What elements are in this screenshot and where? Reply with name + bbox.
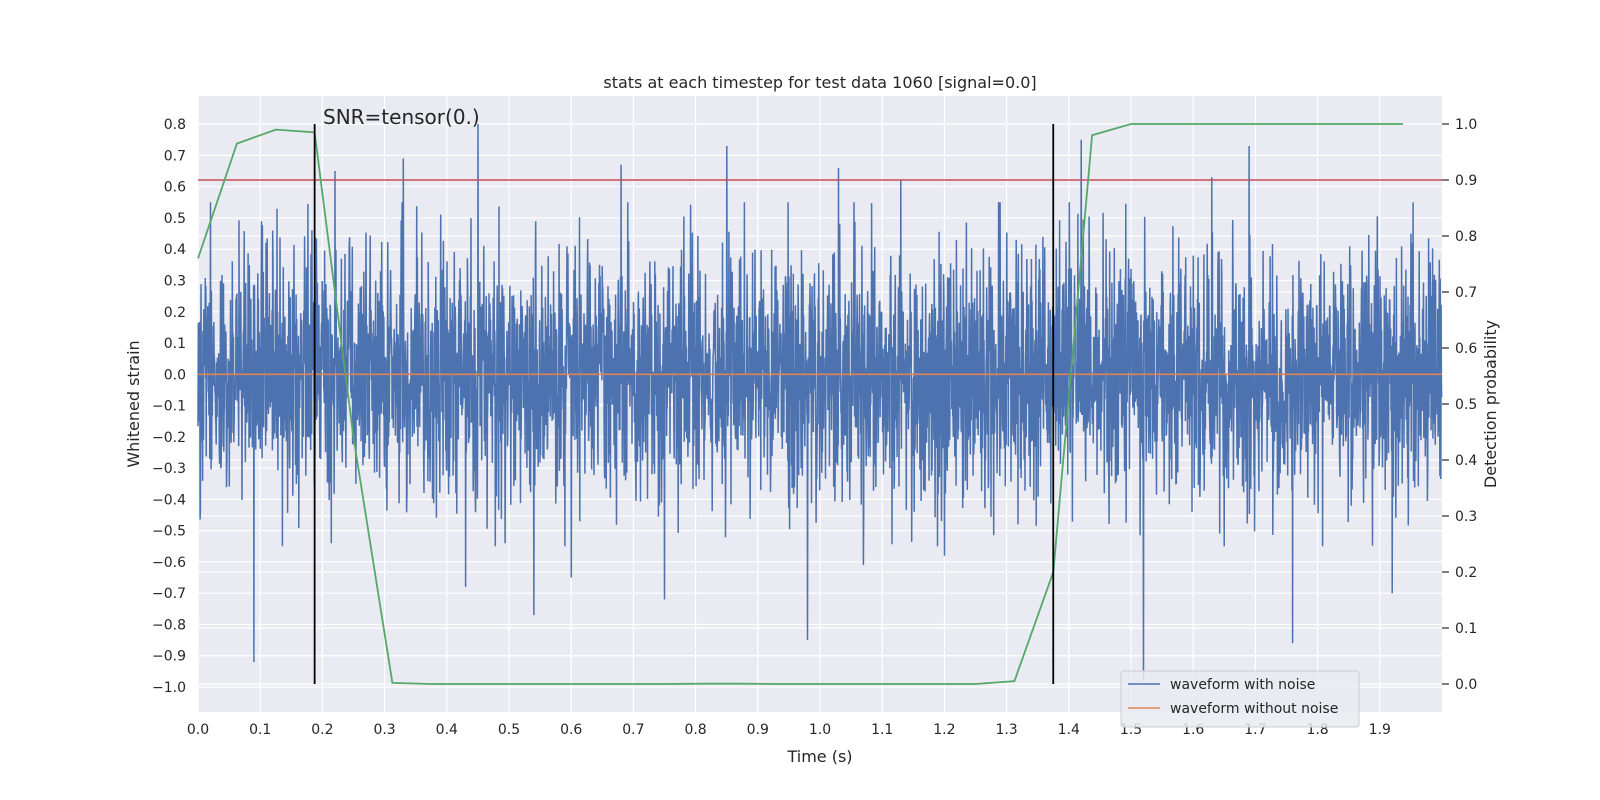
x-tick-label: 1.0 (809, 722, 831, 738)
y-tick-label: 0.5 (164, 211, 186, 227)
y2-tick-label: 0.5 (1455, 397, 1477, 413)
y2-tick-label: 0.3 (1455, 509, 1477, 525)
overlay-layer (197, 123, 1442, 685)
legend: waveform with noise waveform without noi… (1120, 670, 1360, 728)
y-tick-label: −0.6 (152, 555, 186, 571)
x-axis-title: Time (s) (786, 747, 852, 766)
y-tick-label: −0.5 (152, 524, 186, 540)
y-tick-label: 0.8 (164, 117, 186, 133)
x-tick-label: 0.8 (684, 722, 706, 738)
series-detection-probability (197, 123, 1404, 685)
x-tick-label: 1.4 (1058, 722, 1080, 738)
x-tick-label: 0.6 (560, 722, 582, 738)
y2-tick-label: 0.4 (1455, 453, 1477, 469)
y-axis-left: 0.8 0.7 0.6 0.5 0.4 0.3 0.2 0.1 0.0 −0.1 −0.2 −0.3 −… (152, 117, 186, 696)
x-tick-label: 0.1 (249, 722, 271, 738)
y-tick-label: −1.0 (152, 680, 186, 696)
y-tick-label: −0.4 (152, 492, 186, 508)
x-tick-label: 1.3 (995, 722, 1017, 738)
y2-tick-label: 1.0 (1455, 117, 1477, 133)
x-axis: 0.0 0.1 0.2 0.3 0.4 0.5 0.6 0.7 0.8 0.9 1.0 1.1 1.2 1… (187, 722, 1391, 738)
y2-tick-label: 0.1 (1455, 621, 1477, 637)
x-tick-label: 0.5 (498, 722, 520, 738)
y-tick-label: 0.1 (164, 336, 186, 352)
x-tick-label: 0.7 (622, 722, 644, 738)
series-layer (197, 124, 1443, 681)
y-tick-label: −0.7 (152, 586, 186, 602)
x-tick-label: 1.9 (1369, 722, 1391, 738)
y-tick-label: −0.1 (152, 399, 186, 415)
snr-annotation: SNR=tensor(0.) (323, 105, 480, 129)
y-tick-label: 0.3 (164, 273, 186, 289)
y-tick-label: −0.8 (152, 617, 186, 633)
y-axis-right: 1.0 0.9 0.8 0.7 0.6 0.5 0.4 0.3 0.2 0.1 0.0 (1442, 117, 1477, 693)
chart-title: stats at each timestep for test data 106… (603, 73, 1036, 92)
y2-tick-label: 0.2 (1455, 565, 1477, 581)
y-tick-label: 0.2 (164, 305, 186, 321)
y-tick-label: 0.4 (164, 242, 186, 258)
legend-box (1120, 670, 1360, 728)
y-tick-label: 0.6 (164, 180, 186, 196)
x-tick-label: 1.2 (933, 722, 955, 738)
x-tick-label: 0.0 (187, 722, 209, 738)
y2-tick-label: 0.7 (1455, 285, 1477, 301)
y2-tick-label: 0.8 (1455, 229, 1477, 245)
legend-label-clean: waveform without noise (1170, 701, 1338, 717)
y-tick-label: 0.7 (164, 148, 186, 164)
y-tick-label: 0.0 (164, 367, 186, 383)
x-tick-label: 1.1 (871, 722, 893, 738)
x-tick-label: 0.2 (311, 722, 333, 738)
y2-tick-label: 0.9 (1455, 173, 1477, 189)
legend-label-noise: waveform with noise (1170, 677, 1315, 693)
x-tick-label: 0.4 (436, 722, 458, 738)
y-tick-label: −0.9 (152, 649, 186, 665)
y-axis-title: Whitened strain (124, 340, 143, 467)
y2-axis-title: Detection probability (1481, 320, 1500, 488)
y2-tick-label: 0.0 (1455, 677, 1477, 693)
y-tick-label: −0.3 (152, 461, 186, 477)
y-tick-label: −0.2 (152, 430, 186, 446)
x-tick-label: 0.3 (373, 722, 395, 738)
series-waveform-with-noise (197, 124, 1443, 681)
y2-tick-label: 0.6 (1455, 341, 1477, 357)
x-tick-label: 0.9 (747, 722, 769, 738)
